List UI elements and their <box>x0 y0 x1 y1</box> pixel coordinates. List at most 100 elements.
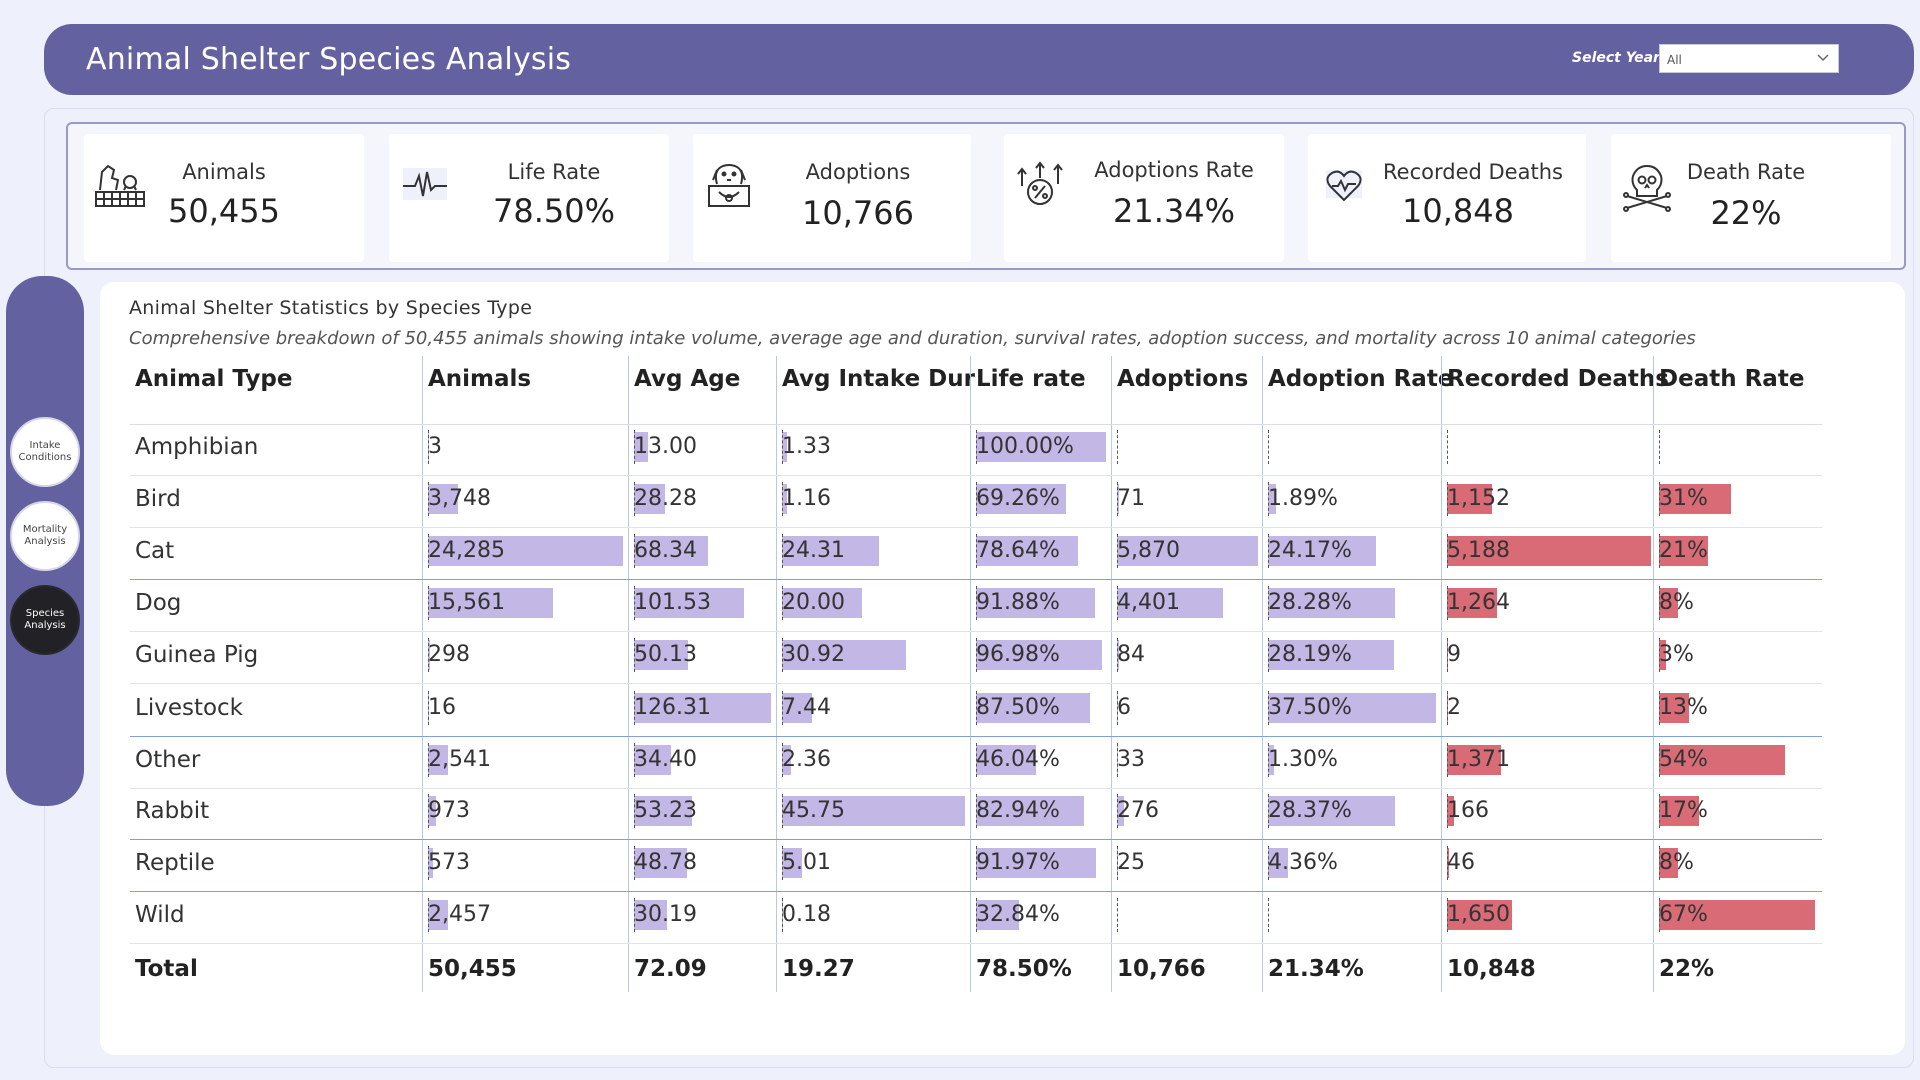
cell-value: 53.23 <box>634 798 697 823</box>
bar-axis <box>1659 534 1660 568</box>
data-bar <box>428 484 458 514</box>
bar-axis <box>634 482 635 516</box>
bar-axis <box>1447 534 1448 568</box>
table-cell-adoptions: 5,870 <box>1117 534 1262 568</box>
bar-axis <box>1447 586 1448 620</box>
column-header[interactable]: Animals <box>428 366 532 392</box>
bar-axis <box>428 430 429 464</box>
data-bar <box>634 640 688 670</box>
year-select-dropdown[interactable]: All <box>1659 44 1839 73</box>
column-separator <box>628 356 629 992</box>
row-divider <box>130 579 1822 580</box>
column-header[interactable]: Recorded Deaths <box>1447 366 1669 392</box>
nav-species-analysis[interactable]: Species Analysis <box>10 585 80 655</box>
cell-value: 8% <box>1659 590 1694 615</box>
cell-value: 2,541 <box>428 747 491 772</box>
cell-value: 3,748 <box>428 486 491 511</box>
bar-axis <box>634 743 635 777</box>
table-cell-adoptions: 71 <box>1117 482 1262 516</box>
column-separator <box>776 356 777 992</box>
bar-axis <box>1659 586 1660 620</box>
data-bar <box>1268 693 1436 723</box>
table-cell-life-rate: 100.00% <box>976 430 1106 464</box>
row-divider <box>130 839 1822 840</box>
table-cell-adoptions: 25 <box>1117 846 1262 880</box>
data-bar <box>634 745 671 775</box>
cell-value: 1.89% <box>1268 486 1338 511</box>
bar-axis <box>1268 430 1269 464</box>
table-cell-avg-age: 50.13 <box>634 638 774 672</box>
nav-intake-conditions[interactable]: Intake Conditions <box>10 417 80 487</box>
data-bar <box>1117 588 1223 618</box>
column-header[interactable]: Animal Type <box>135 366 293 392</box>
column-header[interactable]: Adoptions <box>1117 366 1249 392</box>
cell-value: 573 <box>428 850 470 875</box>
bar-axis <box>634 898 635 932</box>
kpi-value: 10,766 <box>802 194 914 232</box>
table-cell-intake-dur: 0.18 <box>782 898 967 932</box>
header-bar: Animal Shelter Species Analysis Select Y… <box>44 24 1914 95</box>
bar-axis <box>782 898 783 932</box>
column-header[interactable]: Adoption Rate <box>1268 366 1454 392</box>
row-animal-type: Reptile <box>135 850 215 876</box>
cell-value: 24.31 <box>782 538 845 563</box>
cell-value: 33 <box>1117 747 1145 772</box>
bar-axis <box>1117 743 1118 777</box>
bar-axis <box>782 482 783 516</box>
cell-value: 28.28% <box>1268 590 1352 615</box>
nav-mortality-analysis[interactable]: Mortality Analysis <box>10 501 80 571</box>
bar-axis <box>1268 794 1269 828</box>
bar-axis <box>782 534 783 568</box>
bar-axis <box>1447 691 1448 725</box>
kpi-card-death-rate: Death Rate 22% <box>1611 134 1891 262</box>
table-cell-deaths: 1,371 <box>1447 743 1652 777</box>
table-cell-life-rate: 46.04% <box>976 743 1106 777</box>
cell-value: 46 <box>1447 850 1475 875</box>
cell-value: 21% <box>1659 538 1708 563</box>
column-header[interactable]: Avg Age <box>634 366 741 392</box>
column-separator <box>1262 356 1263 992</box>
table-cell-adoptions: 4,401 <box>1117 586 1262 620</box>
bar-axis <box>976 898 977 932</box>
data-bar <box>782 432 787 462</box>
cell-value: 34.40 <box>634 747 697 772</box>
row-animal-type: Bird <box>135 486 181 512</box>
table-cell-intake-dur: 30.92 <box>782 638 967 672</box>
table-subtitle: Comprehensive breakdown of 50,455 animal… <box>129 328 1696 349</box>
table-cell-death-rate: 21% <box>1659 534 1819 568</box>
bar-axis <box>782 794 783 828</box>
data-bar <box>976 640 1102 670</box>
table-cell-intake-dur: 24.31 <box>782 534 967 568</box>
bar-axis <box>1268 743 1269 777</box>
data-bar <box>428 640 430 670</box>
page-title: Animal Shelter Species Analysis <box>86 42 572 77</box>
data-bar <box>428 745 448 775</box>
column-header[interactable]: Death Rate <box>1659 366 1805 392</box>
table-cell-adoption-rate: 28.37% <box>1268 794 1438 828</box>
table-cell-deaths: 5,188 <box>1447 534 1652 568</box>
table-cell-life-rate: 82.94% <box>976 794 1106 828</box>
data-bar <box>634 588 744 618</box>
cell-value: 7.44 <box>782 695 831 720</box>
bar-axis <box>1447 898 1448 932</box>
cell-value: 45.75 <box>782 798 845 823</box>
bar-axis <box>634 430 635 464</box>
total-deaths: 10,848 <box>1447 956 1536 982</box>
data-bar <box>1447 900 1512 930</box>
data-bar <box>634 432 648 462</box>
table-cell-deaths: 9 <box>1447 638 1652 672</box>
table-cell-death-rate: 54% <box>1659 743 1819 777</box>
data-bar <box>1268 745 1274 775</box>
kpi-label: Death Rate <box>1686 160 1806 184</box>
bar-axis <box>428 743 429 777</box>
column-header[interactable]: Avg Intake Dur <box>782 366 975 392</box>
data-bar <box>1268 536 1376 566</box>
cell-value: 28.28 <box>634 486 697 511</box>
data-bar <box>782 588 862 618</box>
data-bar <box>782 693 812 723</box>
cell-value: 1,650 <box>1447 902 1510 927</box>
column-header[interactable]: Life rate <box>976 366 1086 392</box>
total-adoptions: 10,766 <box>1117 956 1206 982</box>
table-cell-deaths: 46 <box>1447 846 1652 880</box>
cell-value: 15,561 <box>428 590 505 615</box>
